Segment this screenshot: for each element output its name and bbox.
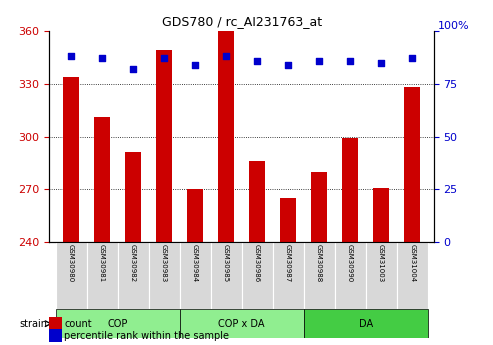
Point (160, 56, 168, 61)
Text: GSM30988: GSM30988 (316, 244, 322, 282)
Text: GSM30980: GSM30980 (68, 244, 74, 282)
Bar (366, 242, 397, 309)
Point (98, 56, 106, 61)
Bar (304, 309, 427, 338)
Bar (335, 242, 366, 309)
Point (408, 56, 416, 61)
Point (315, 58, 323, 63)
Text: count: count (64, 319, 92, 328)
Text: COP x DA: COP x DA (218, 319, 265, 329)
Point (377, 60, 385, 66)
Bar (179, 309, 304, 338)
Point (222, 53, 230, 59)
Title: GDS780 / rc_AI231763_at: GDS780 / rc_AI231763_at (162, 16, 321, 29)
Bar (63, 77, 79, 242)
Point (191, 62, 199, 68)
Bar (211, 242, 242, 309)
Point (129, 66, 137, 72)
Text: 100%: 100% (438, 21, 470, 31)
Text: GSM30990: GSM30990 (347, 244, 353, 282)
Text: GSM31003: GSM31003 (378, 244, 384, 282)
Bar (304, 242, 335, 309)
Bar (187, 189, 203, 242)
Bar (281, 198, 296, 242)
Bar (373, 188, 389, 242)
Bar (125, 152, 141, 242)
Bar (249, 161, 265, 242)
Bar (312, 172, 327, 242)
Bar (342, 138, 358, 242)
Text: GSM30983: GSM30983 (161, 244, 167, 282)
Bar (117, 242, 148, 309)
Bar (179, 242, 211, 309)
Bar (242, 242, 273, 309)
Text: GSM30981: GSM30981 (99, 244, 105, 282)
Bar (156, 50, 172, 242)
Text: GSM30982: GSM30982 (130, 244, 136, 282)
Bar (148, 242, 179, 309)
Text: DA: DA (358, 319, 373, 329)
Text: percentile rank within the sample: percentile rank within the sample (64, 331, 229, 341)
Text: GSM31004: GSM31004 (409, 244, 415, 282)
Bar (218, 31, 234, 242)
Point (253, 58, 261, 63)
Point (284, 62, 292, 68)
Text: GSM30985: GSM30985 (223, 244, 229, 282)
Bar (397, 242, 427, 309)
Text: GSM30987: GSM30987 (285, 244, 291, 282)
Text: GSM30986: GSM30986 (254, 244, 260, 282)
Bar (273, 242, 304, 309)
Bar (56, 309, 179, 338)
Point (346, 58, 354, 63)
Text: COP: COP (107, 319, 128, 329)
Text: strain: strain (20, 319, 48, 329)
Bar (94, 117, 110, 242)
Point (67, 53, 75, 59)
Text: GSM30984: GSM30984 (192, 244, 198, 282)
Bar (86, 242, 117, 309)
Bar (404, 87, 420, 242)
Bar (56, 242, 86, 309)
